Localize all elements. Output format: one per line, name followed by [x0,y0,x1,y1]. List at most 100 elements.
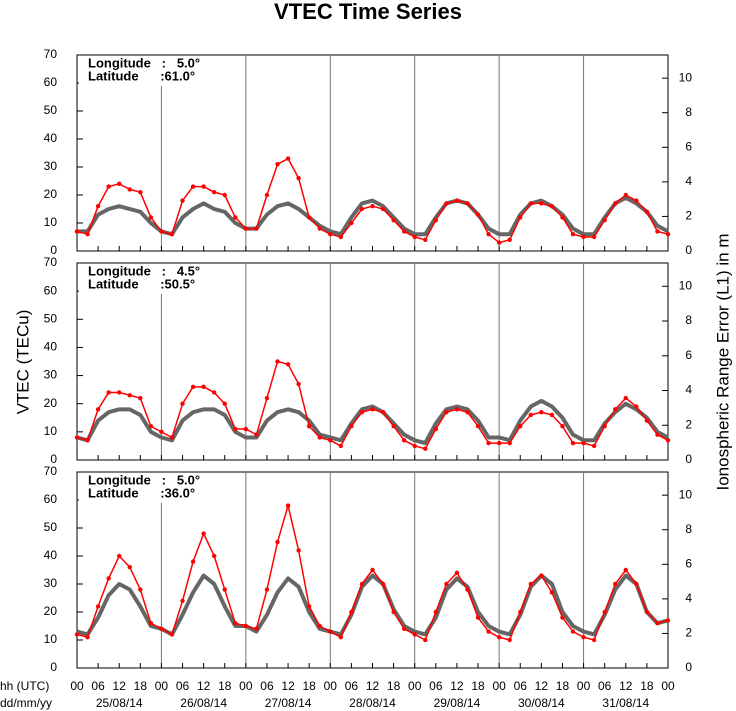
vtec-point [264,192,270,198]
date-tick-label: 30/08/14 [518,696,565,710]
vtec-point [549,412,555,418]
vtec-point [349,220,354,226]
annotation: Longitude : 5.0° [88,55,200,70]
date-tick-label: 26/08/14 [180,696,227,710]
vtec-point [148,424,154,429]
vtec-point [74,435,80,440]
vtec-point [560,215,565,220]
vtec-point [560,615,565,620]
vtec-point [328,232,333,237]
vtec-point [454,570,460,575]
x-tick-label: 00 [577,679,591,693]
vtec-point [644,209,650,214]
vtec-point [433,218,439,223]
vtec-point [412,443,417,449]
x-tick-label: 00 [239,679,253,693]
vtec-point [570,629,576,634]
vtec-point [306,604,312,609]
vtec-point [138,190,143,195]
x-tick-label: 06 [345,679,359,693]
vtec-point [539,201,544,206]
vtec-point [264,587,270,592]
annotation: Longitude : 4.5° [88,263,200,278]
vtec-point [623,192,628,198]
vtec-point [159,626,164,631]
vtec-point [349,609,354,615]
vtec-point [127,187,132,192]
date-tick-label: 27/08/14 [265,696,312,710]
vtec-point [560,424,565,429]
vtec-point [117,390,122,395]
y2-axis-label: Ionospheric Range Error (L1) in m [713,233,732,490]
vtec-point [254,226,259,231]
x-tick-label: 00 [324,679,338,693]
vtec-point [518,424,523,429]
x-tick-label: 18 [302,679,316,693]
y-tick-label: 50 [44,103,58,117]
y2-tick-label: 10 [679,278,693,292]
vtec-point [570,440,576,446]
vtec-point [243,226,249,231]
vtec-point [549,590,555,595]
y-tick-label: 0 [50,660,57,674]
vtec-point [95,407,101,412]
vtec-point [254,626,259,631]
y-tick-label: 40 [44,340,58,354]
vtec-point [95,604,101,609]
vtec-point [243,426,249,432]
y2-tick-label: 6 [685,139,692,153]
vtec-point [454,407,460,412]
hour-label: hh (UTC) [0,679,49,693]
vtec-point [401,229,407,234]
x-tick-label: 18 [640,679,654,693]
x-tick-label: 00 [661,679,675,693]
x-tick-label: 00 [70,679,84,693]
vtec-point [180,401,185,406]
x-tick-label: 00 [155,679,169,693]
annotation-box [79,56,227,86]
vtec-point [296,381,301,387]
vtec-point [201,531,206,536]
vtec-point [275,359,280,364]
vtec-point [285,503,291,508]
vtec-point [296,176,301,181]
x-tick-label: 12 [281,679,295,693]
vtec-point [328,629,333,634]
vtec-point [496,440,502,446]
vtec-point [138,587,143,592]
y2-tick-label: 4 [685,174,692,188]
y-tick-label: 30 [44,576,58,590]
vtec-point [655,229,660,234]
vtec-point [602,609,607,615]
vtec-point [201,184,206,189]
vtec-point [169,232,175,237]
vtec-point [380,409,386,415]
vtec-point [190,184,196,189]
vtec-point [401,626,407,631]
y-tick-label: 30 [44,159,58,173]
vtec-point [433,609,439,615]
vtec-point [623,567,628,573]
annotation: Latitude :61.0° [88,68,195,83]
y2-tick-label: 2 [685,209,692,223]
y2-tick-label: 10 [679,70,693,84]
x-tick-label: 12 [619,679,633,693]
y2-tick-label: 8 [685,105,692,119]
vtec-point [211,553,217,559]
y-tick-label: 40 [44,131,58,145]
annotation: Longitude : 5.0° [88,472,200,487]
vtec-point [317,623,322,629]
vtec-point [349,424,354,429]
vtec-point [275,162,280,167]
vtec-point [359,581,365,587]
vtec-point [412,632,417,637]
x-tick-label: 06 [260,679,274,693]
vtec-point [285,362,291,367]
vtec-point [306,424,312,429]
vtec-point [359,409,365,415]
x-tick-label: 18 [471,679,485,693]
vtec-point [169,435,175,440]
vtec-point [644,418,650,423]
vtec-point [602,424,607,429]
vtec-point [338,234,344,240]
